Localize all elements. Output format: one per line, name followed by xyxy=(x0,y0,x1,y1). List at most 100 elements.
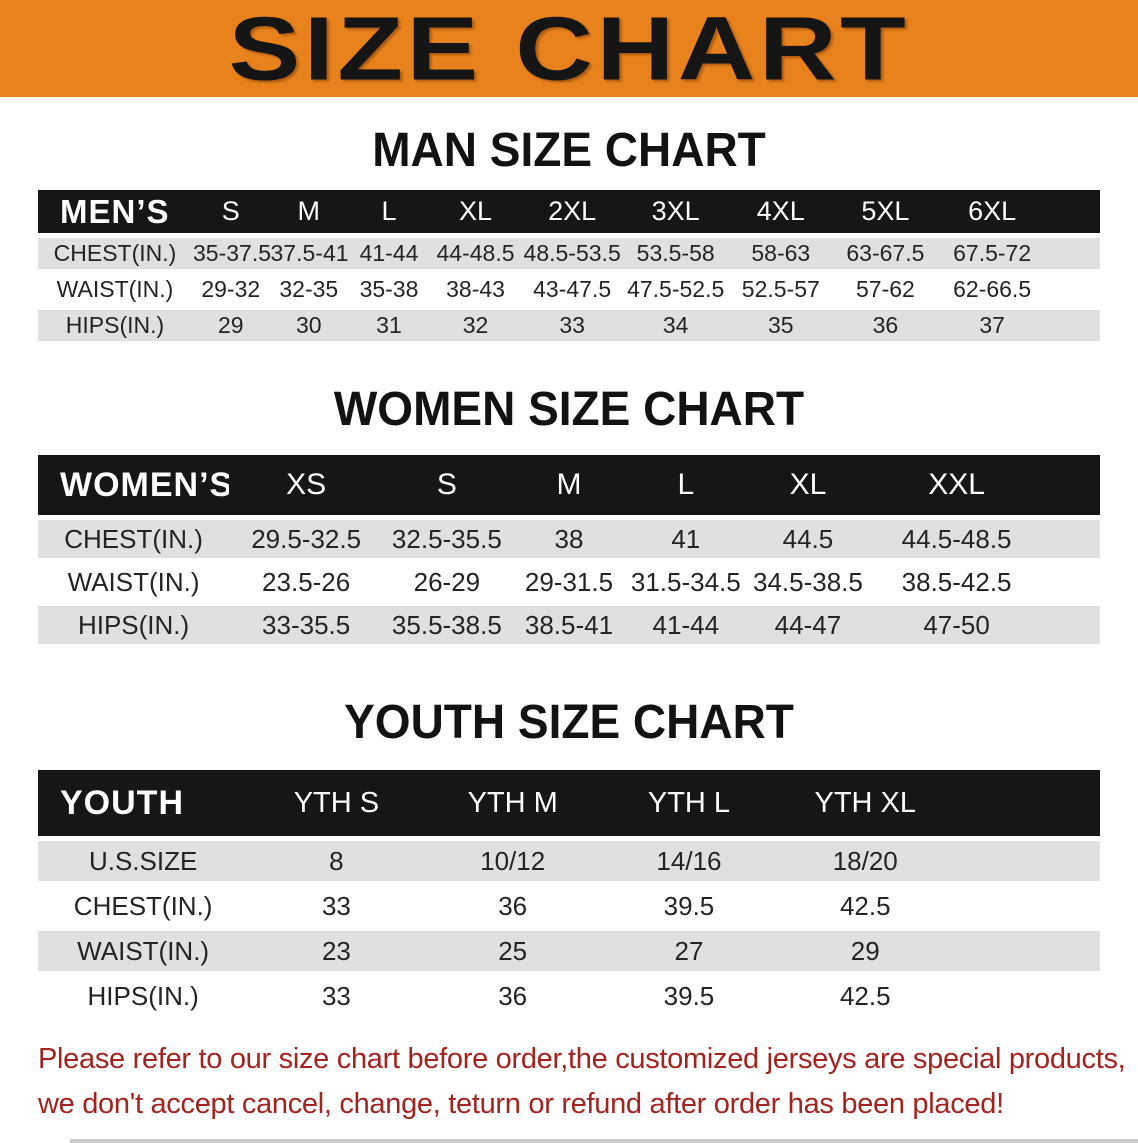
size-value: 29.5-32.5 xyxy=(251,523,362,554)
size-value: 63-67.5 xyxy=(846,240,925,266)
disclaimer: Please refer to our size chart before or… xyxy=(0,1037,1138,1127)
size-column-header: YTH L xyxy=(647,786,731,819)
size-value: 32 xyxy=(462,312,489,338)
size-value: 27 xyxy=(674,935,704,966)
spacer-cell xyxy=(953,841,1100,881)
size-column-header: XL xyxy=(459,196,493,226)
size-value: 67.5-72 xyxy=(953,240,1032,266)
spacer-cell xyxy=(1042,563,1100,601)
size-column-header: YTH XL xyxy=(814,786,917,819)
size-chart-banner: SIZE CHART xyxy=(0,0,1138,97)
size-value: 44-48.5 xyxy=(436,240,515,266)
spacer-cell xyxy=(1042,520,1100,558)
measurement-row: CHEST(IN.) 29.5-32.5 32.5-35.5 38 41 44.5 44.5… xyxy=(38,520,1100,558)
size-column-header: XL xyxy=(789,468,827,501)
spacer-cell xyxy=(1047,274,1100,305)
measurement-row-label: HIPS(IN.) xyxy=(87,980,199,1011)
women-size-table: WOMEN’S XS S M L XL XXL CHEST(IN.) 29.5-32.5 32.… xyxy=(38,450,1100,649)
measurement-row-label: CHEST(IN.) xyxy=(53,240,177,266)
size-value: 39.5 xyxy=(663,890,715,921)
size-value: 29-32 xyxy=(201,276,261,302)
measurement-row: HIPS(IN.) 33-35.5 35.5-38.5 38.5-41 41-44 44-… xyxy=(38,606,1100,644)
size-value: 32-35 xyxy=(279,276,339,302)
size-value: 26-29 xyxy=(413,566,481,597)
size-column-header: 5XL xyxy=(861,196,910,226)
size-value: 14/16 xyxy=(656,845,722,876)
size-value: 38 xyxy=(554,523,584,554)
measurement-row: CHEST(IN.) 33 36 39.5 42.5 xyxy=(38,886,1100,926)
measurement-row: WAIST(IN.) 29-32 32-35 35-38 38-43 43-47.5 47.… xyxy=(38,274,1100,305)
size-value: 36 xyxy=(872,312,899,338)
size-value: 37.5-41 xyxy=(270,240,349,266)
size-value: 36 xyxy=(498,890,528,921)
size-column-header: 2XL xyxy=(548,196,597,226)
size-value: 34 xyxy=(662,312,689,338)
youth-section-title: YOUTH SIZE CHART xyxy=(344,693,794,749)
group-label: MEN’S xyxy=(60,192,170,230)
size-header-row: YOUTH YTH S YTH M YTH L YTH XL xyxy=(38,770,1100,836)
size-value: 31.5-34.5 xyxy=(630,566,741,597)
size-value: 30 xyxy=(296,312,322,338)
disclaimer-line-2: we don't accept cancel, change, teturn o… xyxy=(38,1088,1004,1120)
spacer-cell xyxy=(953,931,1100,971)
size-value: 53.5-58 xyxy=(636,240,715,266)
group-label: YOUTH xyxy=(60,783,184,822)
banner-title: SIZE CHART xyxy=(228,0,910,99)
measurement-row: HIPS(IN.) 29 30 31 32 33 34 35 36 37 xyxy=(38,310,1100,341)
size-column-header: 4XL xyxy=(756,196,805,226)
men-size-table-wrap: MEN’S S M L XL 2XL 3XL 4XL 5XL 6XL CHEST(IN.) 35-3… xyxy=(0,185,1138,346)
measurement-row: WAIST(IN.) 23.5-26 26-29 29-31.5 31.5-34.5 34… xyxy=(38,563,1100,601)
size-column-header: XS xyxy=(286,468,327,501)
size-value: 29-31.5 xyxy=(524,566,614,597)
size-value: 41 xyxy=(671,523,701,554)
size-value: 18/20 xyxy=(832,845,898,876)
spacer-cell xyxy=(953,976,1100,1016)
size-value: 62-66.5 xyxy=(953,276,1032,302)
measurement-row-label: CHEST(IN.) xyxy=(64,523,203,554)
spacer-cell xyxy=(1047,238,1100,269)
spacer-cell xyxy=(1042,606,1100,644)
size-header-row: MEN’S S M L XL 2XL 3XL 4XL 5XL 6XL xyxy=(38,190,1100,233)
size-value: 31 xyxy=(376,312,402,338)
size-column-header: 6XL xyxy=(968,196,1017,226)
size-value: 35-37.5 xyxy=(193,240,270,266)
size-value: 52.5-57 xyxy=(741,276,820,302)
disclaimer-line-1: Please refer to our size chart before or… xyxy=(38,1043,1126,1075)
size-value: 47-50 xyxy=(923,609,990,640)
size-value: 10/12 xyxy=(480,845,546,876)
size-value: 29 xyxy=(217,312,244,338)
size-column-header: L xyxy=(677,468,695,501)
size-column-header: M xyxy=(297,196,321,226)
spacer-cell xyxy=(1042,455,1100,515)
size-column-header: XXL xyxy=(928,468,985,501)
size-value: 57-62 xyxy=(855,276,915,302)
measurement-row-label: WAIST(IN.) xyxy=(67,566,200,597)
size-value: 33 xyxy=(321,980,351,1011)
measurement-row: WAIST(IN.) 23 25 27 29 xyxy=(38,931,1100,971)
measurement-row: CHEST(IN.) 35-37.5 37.5-41 41-44 44-48.5 48.5… xyxy=(38,238,1100,269)
size-value: 38-43 xyxy=(446,276,505,302)
measurement-row-label: U.S.SIZE xyxy=(88,845,198,876)
size-value: 42.5 xyxy=(839,890,891,921)
size-value: 33-35.5 xyxy=(262,609,351,640)
size-value: 25 xyxy=(498,935,528,966)
size-header-row: WOMEN’S XS S M L XL XXL xyxy=(38,455,1100,515)
men-size-table: MEN’S S M L XL 2XL 3XL 4XL 5XL 6XL CHEST(IN.) 35-3… xyxy=(38,185,1100,346)
bottom-edge-strip xyxy=(70,1139,1138,1143)
size-value: 39.5 xyxy=(663,980,715,1011)
size-value: 43-47.5 xyxy=(533,276,612,302)
measurement-row: U.S.SIZE 8 10/12 14/16 18/20 xyxy=(38,841,1100,881)
measurement-row-label: HIPS(IN.) xyxy=(77,609,190,640)
youth-size-table: YOUTH YTH S YTH M YTH L YTH XL U.S.SIZE 8 10/1… xyxy=(38,765,1100,1021)
size-value: 29 xyxy=(850,935,880,966)
men-section-title: MAN SIZE CHART xyxy=(372,121,766,177)
size-column-header: M xyxy=(556,468,582,501)
size-value: 41-44 xyxy=(359,240,419,266)
size-value: 38.5-42.5 xyxy=(901,566,1012,597)
measurement-row-label: CHEST(IN.) xyxy=(73,890,213,921)
size-column-header: YTH M xyxy=(467,786,558,819)
measurement-row-label: HIPS(IN.) xyxy=(65,312,165,338)
group-label: WOMEN’S xyxy=(60,465,230,504)
size-column-header: 3XL xyxy=(651,196,700,226)
size-value: 35 xyxy=(768,312,794,338)
